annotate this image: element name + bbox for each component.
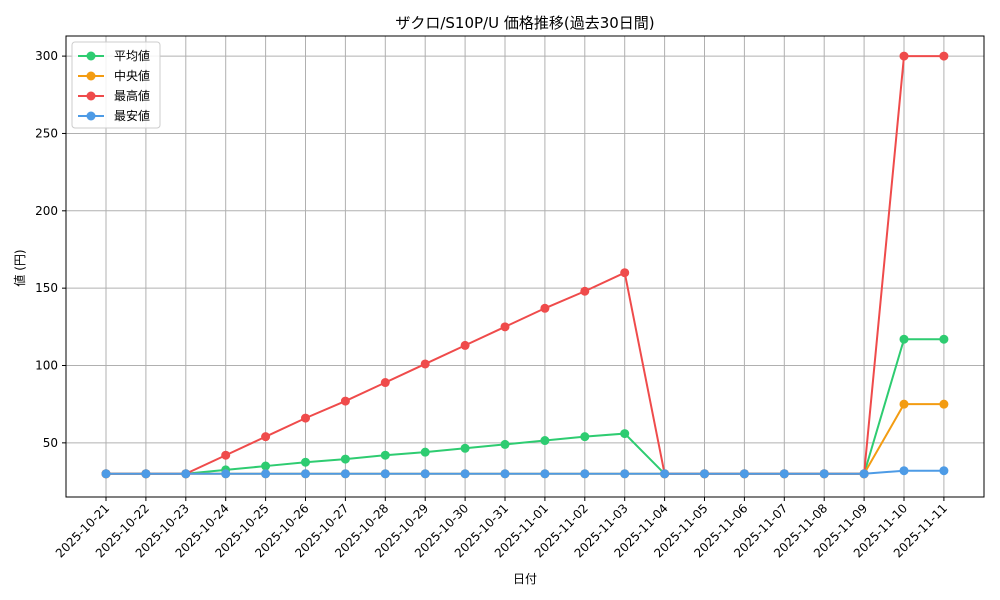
data-point [859, 469, 869, 479]
x-axis-label: 日付 [513, 572, 537, 586]
data-point [380, 378, 390, 388]
data-point [460, 469, 470, 479]
y-tick-label: 150 [35, 281, 58, 295]
data-point [620, 469, 630, 479]
legend-label: 中央値 [114, 68, 150, 83]
data-point [899, 334, 909, 344]
legend-box [71, 41, 161, 129]
legend-swatch-marker [86, 111, 96, 121]
data-point [261, 469, 271, 479]
data-point [819, 469, 829, 479]
legend-label: 最安値 [114, 108, 150, 123]
data-point [899, 399, 909, 409]
data-point [340, 469, 350, 479]
data-point [939, 466, 949, 476]
data-point [301, 469, 310, 479]
data-point [739, 469, 749, 479]
data-point [141, 469, 151, 479]
data-point [460, 340, 470, 350]
data-point [261, 432, 271, 442]
data-point [939, 399, 949, 409]
y-tick-label: 300 [35, 49, 58, 63]
series-line [106, 469, 944, 475]
data-point [500, 439, 510, 449]
legend-label: 最高値 [114, 88, 150, 103]
data-point [380, 450, 390, 460]
data-point [580, 469, 590, 479]
data-point [939, 51, 949, 61]
data-point [181, 469, 191, 479]
data-point [340, 396, 350, 406]
data-point [500, 469, 510, 479]
data-point [301, 413, 310, 423]
series-line [106, 55, 944, 475]
data-point [620, 429, 630, 439]
data-point [580, 286, 590, 296]
series-line [106, 338, 944, 475]
data-point [700, 469, 709, 479]
series-2 [101, 51, 949, 479]
y-axis-ticks: 50 100 150 200 250 300 [35, 49, 66, 450]
data-point [620, 268, 630, 278]
data-point [580, 432, 590, 442]
series-lines [101, 51, 949, 479]
data-point [101, 469, 111, 479]
y-tick-label: 50 [43, 436, 58, 450]
data-point [500, 322, 510, 332]
data-point [340, 454, 350, 464]
x-axis-ticks: 2025-10-212025-10-222025-10-232025-10-24… [53, 497, 950, 560]
data-point [420, 447, 430, 457]
data-point [779, 469, 789, 479]
data-point [540, 436, 550, 446]
y-tick-label: 250 [35, 126, 58, 140]
data-point [261, 461, 271, 471]
data-point [221, 469, 231, 479]
y-tick-label: 100 [35, 359, 58, 373]
data-point [380, 469, 390, 479]
legend-swatch-marker [86, 91, 96, 101]
legend-label: 平均値 [114, 48, 150, 63]
legend-swatch-marker [86, 71, 96, 81]
grid-lines [66, 36, 984, 497]
data-point [540, 303, 550, 313]
series-line [106, 403, 944, 475]
data-point [939, 334, 949, 344]
data-point [460, 443, 470, 453]
legend-swatch-marker [86, 51, 96, 61]
data-point [899, 51, 909, 61]
data-point [221, 450, 231, 460]
y-axis-label: 値 (円) [12, 249, 27, 286]
data-point [420, 469, 430, 479]
data-point [540, 469, 550, 479]
y-tick-label: 200 [35, 204, 58, 218]
series-3 [101, 466, 949, 479]
data-point [899, 466, 909, 476]
plot-frame [65, 35, 985, 498]
chart-title: ザクロ/S10P/U 価格推移(過去30日間) [395, 14, 654, 32]
data-point [301, 457, 310, 467]
data-point [660, 469, 670, 479]
data-point [420, 359, 430, 369]
